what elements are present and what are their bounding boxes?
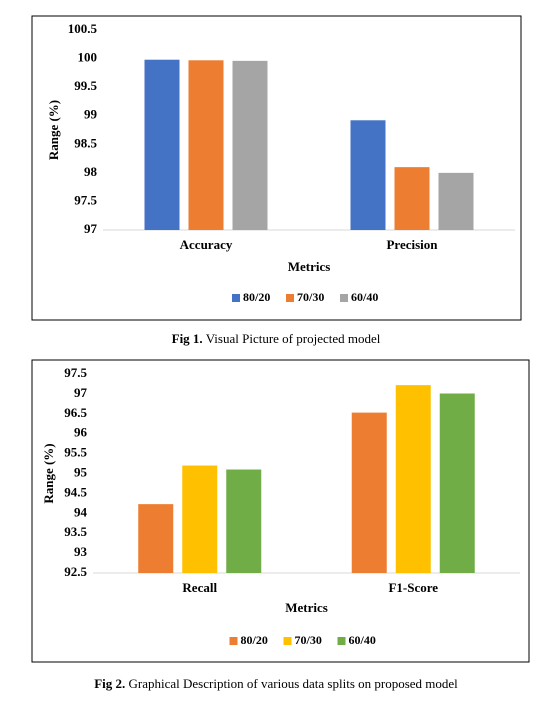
legend-label: 80/20 [241,633,268,647]
caption-label: Fig 2. [94,676,125,691]
y-tick-label: 97.5 [64,365,87,380]
y-tick-label: 100.5 [68,21,98,36]
bar [226,469,262,573]
bar [394,167,430,230]
bar [350,120,386,230]
y-tick-label: 100 [78,50,98,65]
y-tick-label: 95.5 [64,445,87,460]
x-tick-label: Recall [182,580,217,595]
x-tick-label: Precision [386,237,438,252]
caption: Fig 1. Visual Picture of projected model [172,331,381,346]
bar [188,60,224,231]
caption-text: Visual Picture of projected model [206,331,381,346]
y-tick-label: 99 [84,107,98,122]
y-tick-label: 94 [74,504,88,519]
bar [144,59,180,230]
legend-swatch [286,294,294,302]
caption: Fig 2. Graphical Description of various … [94,676,458,691]
legend-label: 70/30 [297,290,324,304]
chart-frame [31,359,530,663]
x-tick-label: Accuracy [180,237,233,252]
y-tick-label: 93.5 [64,524,87,539]
legend-swatch [340,294,348,302]
y-tick-label: 96.5 [64,405,87,420]
y-tick-label: 95 [74,464,88,479]
caption-label: Fig 1. [172,331,203,346]
y-axis-title: Range (%) [46,100,61,160]
x-axis-title: Metrics [288,259,331,274]
y-tick-label: 97.5 [74,192,97,207]
bar [232,60,268,230]
bar [395,385,431,573]
legend-swatch [229,637,238,645]
legend-swatch [283,637,292,645]
legend-label: 80/20 [243,290,270,304]
legend-label: 70/30 [295,633,322,647]
x-axis-title: Metrics [285,600,328,615]
bar [439,393,475,573]
legend-swatch [337,637,346,645]
bar [351,412,387,573]
y-tick-label: 94.5 [64,484,87,499]
bar [138,504,174,573]
y-tick-label: 97 [74,385,88,400]
legend-swatch [232,294,240,302]
y-tick-label: 98.5 [74,135,97,150]
y-tick-label: 97 [84,221,98,236]
y-tick-label: 99.5 [74,78,97,93]
chart-frame [31,15,522,321]
legend-label: 60/40 [349,633,376,647]
y-tick-label: 92.5 [64,564,87,579]
bar [182,465,218,573]
bar [438,172,474,230]
y-tick-label: 96 [74,425,88,440]
y-tick-label: 93 [74,544,88,559]
caption-text: Graphical Description of various data sp… [129,676,459,691]
x-tick-label: F1-Score [388,580,438,595]
y-tick-label: 98 [84,164,98,179]
y-axis-title: Range (%) [41,443,56,503]
legend-label: 60/40 [351,290,378,304]
